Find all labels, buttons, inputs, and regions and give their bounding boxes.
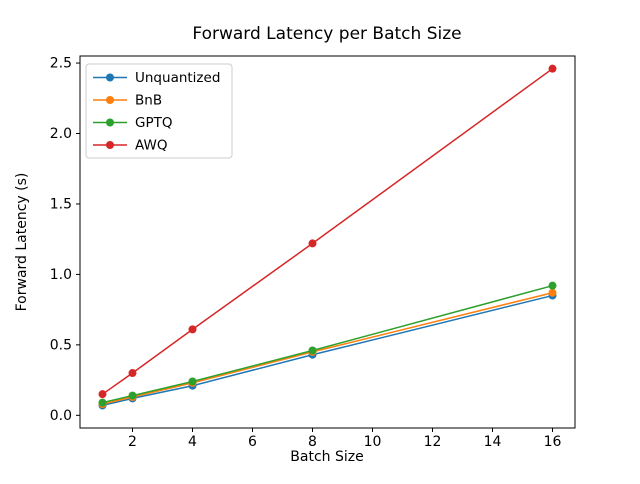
legend-item: AWQ <box>93 138 167 154</box>
x-tick-label: 10 <box>364 434 382 450</box>
data-point-awq <box>188 325 197 334</box>
legend-item: BnB <box>93 93 162 109</box>
legend-marker-icon <box>106 73 114 82</box>
x-axis-label: Batch Size <box>290 449 363 465</box>
legend-marker-icon <box>106 96 114 104</box>
data-point-awq <box>128 369 137 378</box>
legend: Unquantized BnB GPTQ AWQ <box>85 63 233 159</box>
data-point-bnb <box>548 288 557 297</box>
x-tick-label: 16 <box>544 434 562 450</box>
y-tick-label: 2.0 <box>50 126 72 142</box>
y-tick-label: 0.5 <box>50 337 72 353</box>
data-point-gptq <box>548 281 557 290</box>
data-point-awq <box>308 239 317 248</box>
data-point-gptq <box>188 377 197 386</box>
y-tick-label: 2.5 <box>50 56 72 72</box>
legend-label: AWQ <box>135 138 167 154</box>
x-tick-label: 6 <box>248 434 257 450</box>
x-tick-label: 2 <box>128 434 137 450</box>
chart-title: Forward Latency per Batch Size <box>192 24 461 44</box>
legend-label: BnB <box>135 93 162 109</box>
legend-label: GPTQ <box>135 115 172 131</box>
legend-item: GPTQ <box>93 115 172 131</box>
legend-label: Unquantized <box>135 70 220 86</box>
y-axis-label: Forward Latency (s) <box>14 173 30 312</box>
legend-marker-icon <box>106 118 114 127</box>
x-tick-label: 4 <box>188 434 197 450</box>
data-point-gptq <box>98 398 107 407</box>
data-point-awq <box>548 64 557 73</box>
y-tick-label: 1.5 <box>50 196 72 212</box>
x-tick-label: 14 <box>484 434 502 450</box>
x-tick-label: 8 <box>308 434 317 450</box>
data-point-gptq <box>128 391 137 400</box>
y-tick-label: 1.0 <box>50 267 72 283</box>
legend-marker-icon <box>106 141 114 149</box>
data-point-awq <box>98 390 107 399</box>
y-tick-label: 0.0 <box>50 408 72 424</box>
x-tick-label: 12 <box>424 434 442 450</box>
legend-item: Unquantized <box>93 70 220 86</box>
data-point-gptq <box>308 346 317 355</box>
legend-box <box>85 63 233 159</box>
